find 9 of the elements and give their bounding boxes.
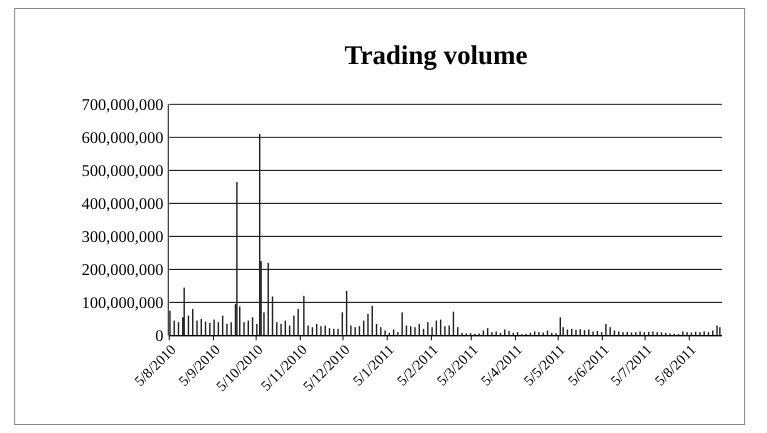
y-tick-label: 300,000,000 <box>82 227 164 246</box>
y-tick-label: 400,000,000 <box>82 194 164 214</box>
y-tick-label: 0 <box>155 326 164 346</box>
y-tick-label: 700,000,000 <box>82 95 164 114</box>
chart-title: Trading volume <box>344 40 528 70</box>
y-tick-label: 100,000,000 <box>82 293 164 312</box>
y-tick-label: 200,000,000 <box>82 260 164 280</box>
y-tick-label: 500,000,000 <box>82 161 164 180</box>
y-tick-label: 600,000,000 <box>82 128 164 148</box>
